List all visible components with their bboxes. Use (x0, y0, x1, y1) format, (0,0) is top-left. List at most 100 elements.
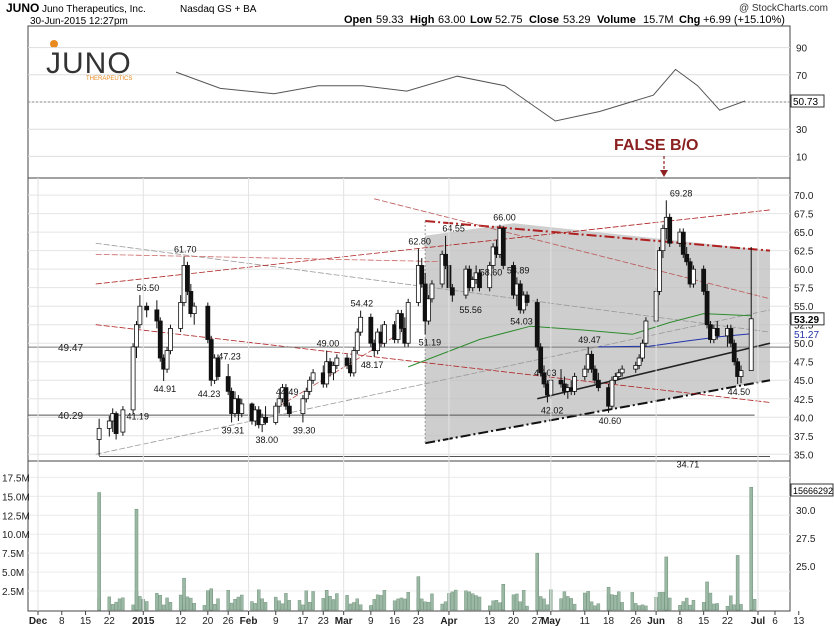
candle-body (704, 290, 710, 326)
volume-bar (260, 598, 264, 611)
volume-bar (498, 602, 502, 611)
volume-bar (257, 589, 261, 611)
volume-bar (311, 591, 315, 611)
volume-bar (637, 605, 641, 611)
candle-body (354, 331, 360, 352)
volume-bar (430, 593, 434, 611)
volume-bar (735, 555, 740, 611)
volume-bar (236, 596, 241, 611)
volume-bar (192, 603, 196, 611)
price-label: 44.91 (154, 384, 177, 394)
price-label: 48.17 (361, 360, 384, 370)
rsi-tick-label: 10 (796, 152, 808, 163)
candle-body (609, 379, 615, 407)
candle-body (283, 387, 289, 407)
candle-body (215, 357, 221, 377)
x-tick-label: Feb (240, 616, 258, 626)
low-value: 52.75 (495, 14, 523, 26)
volume-bar (280, 603, 285, 611)
candle-body (640, 342, 645, 359)
candle-body (276, 398, 282, 407)
volume-bar (525, 605, 529, 611)
candle-body (273, 405, 279, 423)
volume-panel-frame (27, 460, 791, 612)
candle-body (225, 376, 231, 392)
volume-bar (542, 598, 546, 611)
candle-body (487, 265, 493, 289)
volume-bar (613, 595, 618, 611)
price-label: 49.47 (578, 335, 601, 345)
volume-bar (708, 592, 713, 611)
candle-body (541, 372, 547, 385)
candle-body (120, 409, 126, 433)
volume-bar (464, 590, 468, 611)
sma-green-line (408, 313, 752, 368)
x-tick-label: 2015 (132, 616, 155, 626)
candle-body (572, 376, 578, 392)
price-tick-label: 45.0 (794, 376, 814, 387)
volume-bar (406, 592, 410, 611)
price-tick-label: 52.5 (794, 321, 814, 332)
volume-bar (423, 601, 427, 611)
volume-bar (729, 595, 733, 611)
rsi-tick-label: 90 (796, 44, 808, 55)
volume-tick-label: 12.5M (2, 511, 30, 522)
volume-bar (491, 600, 495, 611)
candle-body (684, 253, 690, 263)
candle-body (466, 268, 472, 289)
copyright: @ StockCharts.com (739, 3, 828, 14)
x-tick-label: May (541, 616, 561, 626)
x-tick-label: 8 (677, 616, 683, 626)
volume-bar (606, 587, 611, 611)
arrow-down-icon (660, 170, 668, 177)
volume-bar (216, 598, 220, 611)
volume-bar (382, 590, 387, 611)
price-label: 47.03 (534, 368, 557, 378)
price-label: 54.42 (351, 298, 374, 308)
price-tick-label: 40.0 (794, 413, 814, 424)
price-label: 41.19 (126, 411, 149, 421)
price-label: 44.23 (198, 389, 221, 399)
x-tick-label: 8 (59, 616, 65, 626)
price-tick-label: 47.5 (794, 358, 814, 369)
x-tick-label: 23 (413, 616, 425, 626)
x-tick-label: 13 (484, 616, 496, 626)
price-label: 44.50 (728, 387, 751, 397)
price-label: 39.30 (293, 425, 316, 435)
price-tick-label: 37.5 (794, 432, 814, 443)
false-breakout-annotation: FALSE B/O (614, 137, 698, 154)
volume-bar (250, 601, 254, 611)
candle-body (239, 403, 245, 414)
x-tick-label: 23 (318, 616, 330, 626)
volume-bar (661, 591, 665, 611)
volume-bar (487, 605, 492, 611)
x-tick-label: Apr (440, 616, 457, 626)
volume-bar (138, 596, 142, 611)
candle-body (134, 324, 139, 348)
price-label: 44.49 (276, 387, 299, 397)
price-label: 42.02 (541, 405, 564, 415)
candle-body (449, 287, 455, 296)
volume-bar (233, 599, 237, 611)
candle-body (164, 350, 170, 370)
chg-label: Chg (679, 14, 700, 26)
candle-body (738, 370, 744, 377)
x-tick-label: 9 (273, 616, 279, 626)
volume-bar (335, 593, 339, 611)
candle-body (680, 231, 686, 255)
volume-bar (321, 598, 325, 611)
price-label: 39.31 (222, 425, 245, 435)
close-value-box (790, 312, 825, 326)
volume-bar (229, 602, 234, 611)
volume-tick-label: 10.0M (2, 530, 30, 541)
trendline-red (95, 253, 449, 263)
candle-body (300, 398, 306, 414)
price-layer: 70.0 67.5 65.0 62.5 60.0 57.5 55.0 52.5 50.0 47.5… (28, 188, 825, 469)
volume-bar (155, 592, 159, 611)
candle-body (524, 294, 530, 303)
volume-bar (596, 603, 601, 611)
candle-body (286, 405, 292, 414)
candle-body (667, 216, 673, 244)
volume-bar (566, 596, 570, 611)
